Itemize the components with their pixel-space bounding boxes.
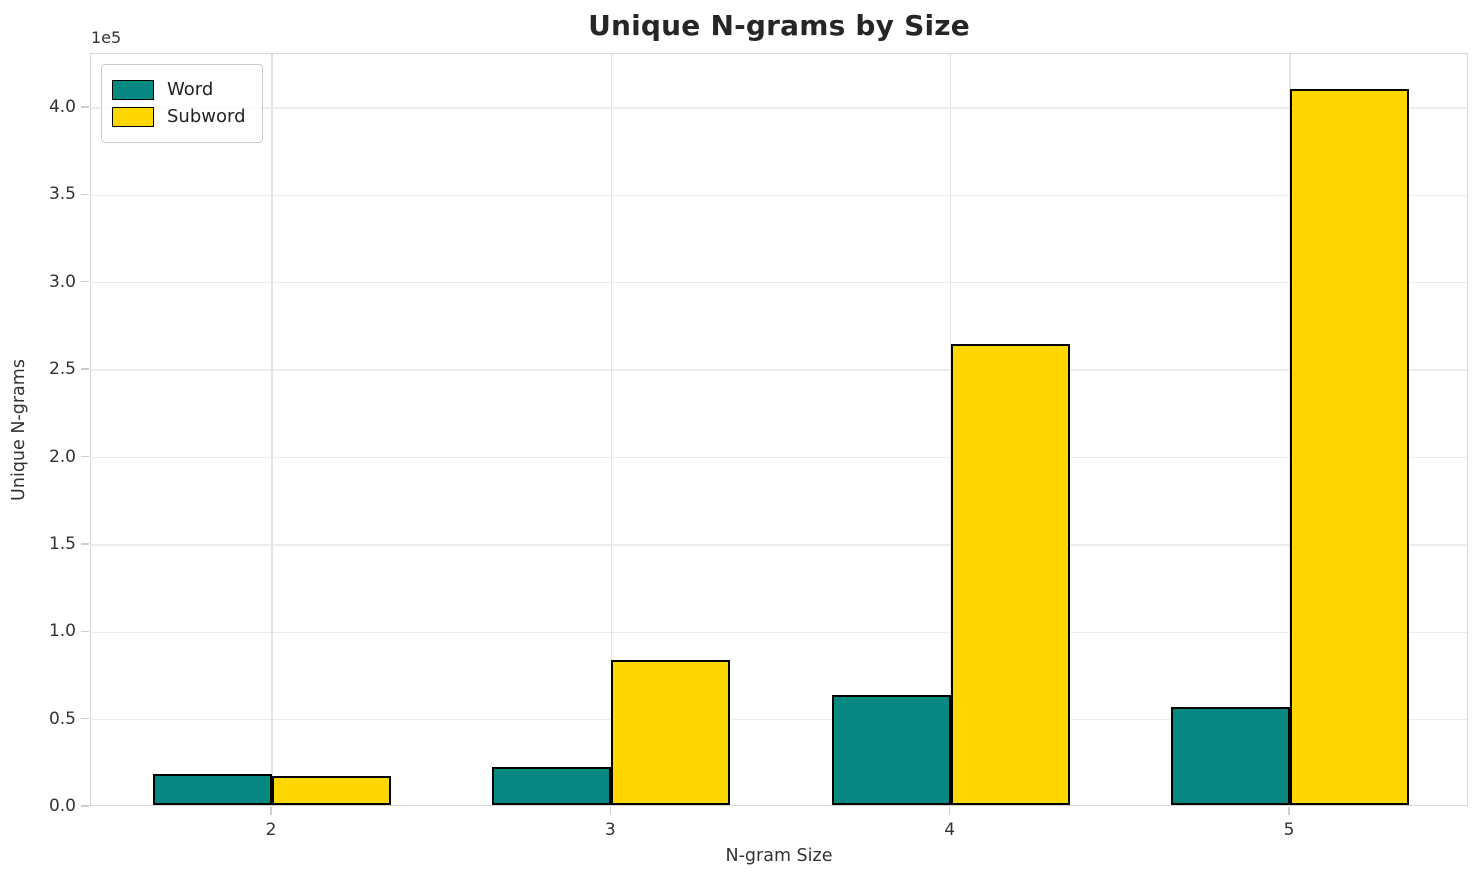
- gridline-horizontal: [91, 369, 1467, 371]
- y-tick-mark: [81, 193, 89, 196]
- x-axis-label: N-gram Size: [725, 846, 833, 866]
- bar-subword-3: [611, 659, 731, 805]
- gridline-horizontal: [91, 718, 1467, 721]
- y-axis-offset-label: 1e5: [91, 28, 122, 47]
- gridline-horizontal: [91, 282, 1467, 284]
- x-tick-label: 2: [265, 820, 277, 840]
- y-tick-label: 3.0: [48, 271, 76, 292]
- y-tick-label: 1.5: [48, 533, 76, 554]
- y-tick-mark: [81, 455, 89, 458]
- legend-label: Subword: [167, 106, 246, 127]
- y-tick-label: 2.5: [48, 359, 76, 380]
- bar-subword-5: [1289, 88, 1409, 805]
- x-tick-label: 5: [1283, 820, 1295, 840]
- gridline-vertical: [1289, 54, 1291, 805]
- legend-item: Subword: [112, 106, 246, 128]
- legend-swatch-icon: [112, 80, 154, 100]
- y-tick-label: 2.0: [48, 446, 76, 467]
- y-tick-mark: [81, 368, 89, 370]
- y-tick-mark: [81, 630, 89, 632]
- y-tick-mark: [81, 281, 89, 283]
- gridline-horizontal: [91, 544, 1467, 546]
- bar-word-3: [492, 766, 612, 805]
- gridline-horizontal: [91, 194, 1467, 197]
- y-axis-label: Unique N-grams: [9, 359, 29, 501]
- gridline-horizontal: [91, 107, 1467, 109]
- bar-subword-2: [272, 776, 391, 805]
- x-tick-mark: [270, 807, 272, 815]
- y-tick-mark: [81, 717, 89, 720]
- x-tick-mark: [949, 807, 951, 815]
- bar-subword-4: [950, 343, 1070, 805]
- x-tick-label: 4: [944, 820, 956, 840]
- gridline-vertical: [950, 54, 952, 805]
- gridline-vertical: [271, 54, 273, 805]
- bar-word-4: [831, 694, 951, 805]
- plot-area: Word Subword: [90, 53, 1468, 806]
- bar-word-2: [153, 773, 272, 805]
- y-tick-mark: [81, 805, 89, 807]
- y-tick-label: 0.0: [48, 796, 76, 816]
- legend-item: Word: [112, 79, 246, 101]
- y-tick-label: 4.0: [48, 97, 76, 117]
- x-tick-label: 3: [604, 820, 616, 840]
- y-tick-label: 0.5: [48, 708, 76, 729]
- gridline-vertical: [610, 54, 612, 805]
- y-tick-mark: [81, 543, 89, 545]
- gridline-horizontal: [91, 456, 1467, 459]
- legend: Word Subword: [101, 64, 263, 143]
- gridline-horizontal: [91, 631, 1467, 633]
- legend-label: Word: [167, 79, 214, 100]
- bar-word-5: [1170, 707, 1290, 805]
- y-tick-label: 1.0: [48, 621, 76, 642]
- y-tick-label: 3.5: [48, 184, 76, 205]
- legend-swatch-icon: [112, 107, 154, 127]
- x-tick-mark: [1288, 807, 1290, 815]
- y-tick-mark: [81, 106, 89, 108]
- x-tick-mark: [609, 807, 611, 815]
- chart-title: Unique N-grams by Size: [588, 9, 970, 42]
